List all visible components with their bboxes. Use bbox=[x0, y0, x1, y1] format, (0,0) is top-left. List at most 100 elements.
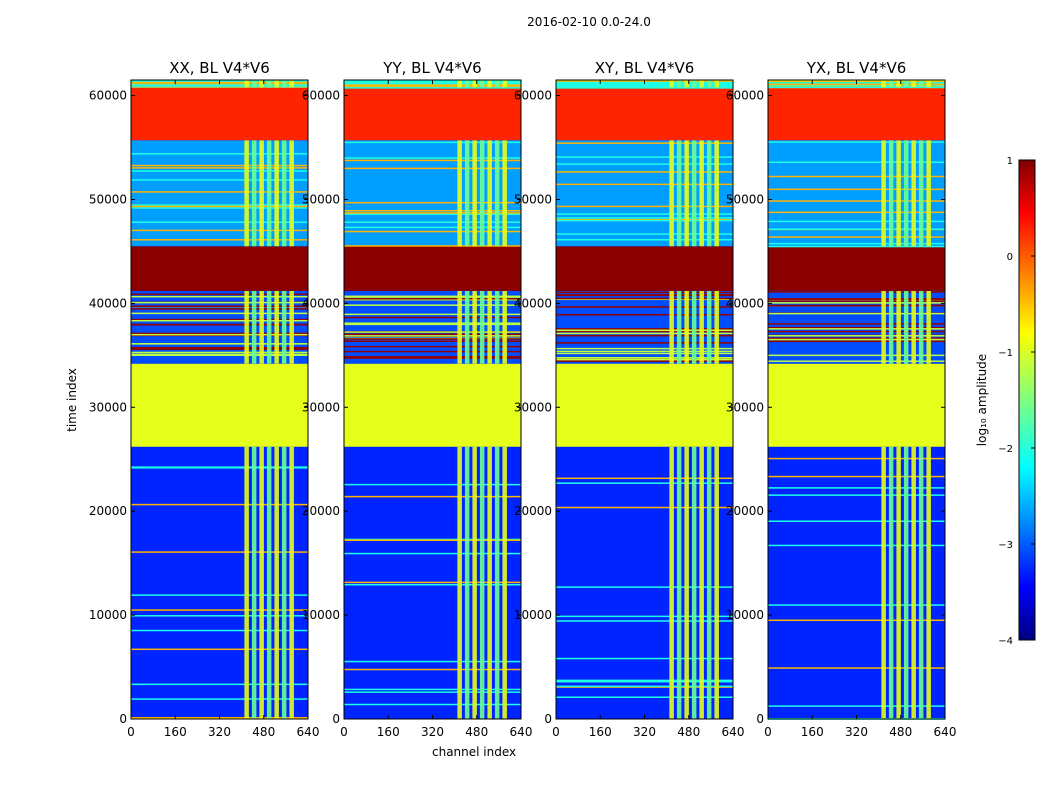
heatmap-stripe bbox=[344, 201, 521, 204]
heatmap-channel-band bbox=[259, 290, 264, 364]
heatmap-channel-band bbox=[479, 290, 485, 364]
heatmap-block bbox=[344, 140, 521, 247]
heatmap-channel-band bbox=[888, 80, 894, 88]
heatmap-block bbox=[556, 87, 733, 141]
heatmap-stripe bbox=[344, 483, 521, 486]
heatmap-channel-band bbox=[896, 140, 901, 247]
heatmap-stripe bbox=[556, 615, 733, 618]
heatmap-stripe bbox=[344, 141, 521, 144]
heatmap-stripe bbox=[131, 332, 308, 335]
heatmap-stripe bbox=[131, 503, 308, 506]
heatmap-channel-band bbox=[289, 140, 294, 247]
heatmap-stripe bbox=[344, 552, 521, 555]
colorbar-tick-label: −4 bbox=[998, 636, 1013, 647]
heatmap-channel-band bbox=[691, 140, 697, 247]
heatmap-channel-band bbox=[881, 446, 886, 719]
heatmap-stripe bbox=[556, 620, 733, 622]
heatmap-stripe bbox=[768, 141, 945, 143]
heatmap-stripe bbox=[344, 322, 521, 324]
heatmap-channel-band bbox=[676, 80, 682, 88]
heatmap-channel-band bbox=[251, 140, 257, 247]
heatmap-stripe bbox=[131, 333, 308, 336]
heatmap-channel-band bbox=[918, 80, 924, 88]
heatmap-channel-band bbox=[281, 290, 287, 364]
x-tick-label: 640 bbox=[934, 725, 957, 739]
heatmap-stripe bbox=[344, 335, 521, 337]
heatmap-channel-band bbox=[502, 446, 507, 719]
heatmap-stripe bbox=[768, 457, 945, 460]
heatmap-stripe bbox=[556, 142, 733, 144]
heatmap-channel-band bbox=[896, 80, 901, 88]
heatmap-stripe bbox=[768, 323, 945, 325]
heatmap-stripe bbox=[556, 506, 733, 509]
heatmap-block bbox=[768, 363, 945, 447]
heatmap-stripe bbox=[344, 357, 521, 359]
heatmap-stripe bbox=[131, 308, 308, 310]
heatmap-channel-band bbox=[289, 446, 294, 719]
heatmap-stripe bbox=[131, 348, 308, 350]
heatmap-stripe bbox=[768, 619, 945, 622]
heatmap-channel-band bbox=[464, 80, 470, 88]
heatmap-stripe bbox=[556, 291, 733, 294]
panel-title: YX, BL V4*V6 bbox=[806, 59, 907, 77]
heatmap-block bbox=[131, 246, 308, 291]
heatmap-stripe bbox=[131, 167, 308, 169]
heatmap-stripe bbox=[556, 685, 733, 688]
x-tick-label: 480 bbox=[889, 725, 912, 739]
heatmap-stripe bbox=[556, 156, 733, 158]
heatmap-channel-band bbox=[699, 80, 704, 88]
x-tick-label: 160 bbox=[377, 725, 400, 739]
heatmap-stripe bbox=[344, 316, 521, 319]
heatmap-channel-band bbox=[281, 140, 287, 247]
heatmap-stripe bbox=[131, 312, 308, 315]
x-tick-label: 480 bbox=[677, 725, 700, 739]
heatmap-channel-band bbox=[289, 80, 294, 88]
heatmap-stripe bbox=[131, 466, 308, 468]
heatmap-stripe bbox=[556, 233, 733, 235]
heatmap-stripe bbox=[768, 520, 945, 522]
y-tick-label: 30000 bbox=[514, 400, 552, 414]
heatmap-channel-band bbox=[881, 80, 886, 88]
heatmap-channel-band bbox=[457, 446, 462, 719]
heatmap-channel-band bbox=[669, 446, 674, 719]
x-tick-label: 160 bbox=[589, 725, 612, 739]
heatmap-stripe bbox=[768, 604, 945, 606]
x-tick-label: 160 bbox=[164, 725, 187, 739]
heatmap-channel-band bbox=[487, 140, 492, 247]
heatmap-channel-band bbox=[676, 290, 682, 364]
colorbar-tick-label: −1 bbox=[998, 348, 1013, 359]
heatmap-channel-band bbox=[281, 80, 287, 88]
heatmap-stripe bbox=[556, 217, 733, 219]
heatmap-stripe bbox=[556, 696, 733, 698]
heatmap-stripe bbox=[344, 668, 521, 671]
y-tick-label: 40000 bbox=[302, 296, 340, 310]
heatmap-channel-band bbox=[903, 446, 909, 719]
heatmap-channel-band bbox=[691, 290, 697, 364]
heatmap-block bbox=[556, 446, 733, 719]
heatmap-stripe bbox=[344, 356, 521, 358]
x-tick-label: 320 bbox=[208, 725, 231, 739]
heatmap-stripe bbox=[131, 594, 308, 596]
heatmap-channel-band bbox=[699, 446, 704, 719]
heatmap-channel-band bbox=[903, 140, 909, 247]
y-tick-label: 50000 bbox=[302, 192, 340, 206]
y-tick-label: 40000 bbox=[514, 296, 552, 310]
heatmap-channel-band bbox=[911, 446, 916, 719]
heatmap-channel-band bbox=[926, 290, 931, 364]
heatmap-stripe bbox=[344, 230, 521, 233]
y-tick-label: 60000 bbox=[514, 89, 552, 103]
heatmap-channel-band bbox=[714, 80, 719, 88]
colorbar-tick-label: 1 bbox=[1007, 156, 1013, 167]
heatmap-channel-band bbox=[699, 140, 704, 247]
heatmap-stripe bbox=[344, 157, 521, 159]
y-tick-label: 40000 bbox=[89, 296, 127, 310]
heatmap-stripe bbox=[768, 312, 945, 315]
heatmap-channel-band bbox=[274, 446, 279, 719]
y-tick-label: 20000 bbox=[726, 504, 764, 518]
heatmap-stripe bbox=[344, 703, 521, 706]
heatmap-stripe bbox=[344, 538, 521, 541]
heatmap-block bbox=[344, 290, 521, 364]
x-tick-label: 0 bbox=[552, 725, 560, 739]
heatmap-stripe bbox=[131, 615, 308, 617]
